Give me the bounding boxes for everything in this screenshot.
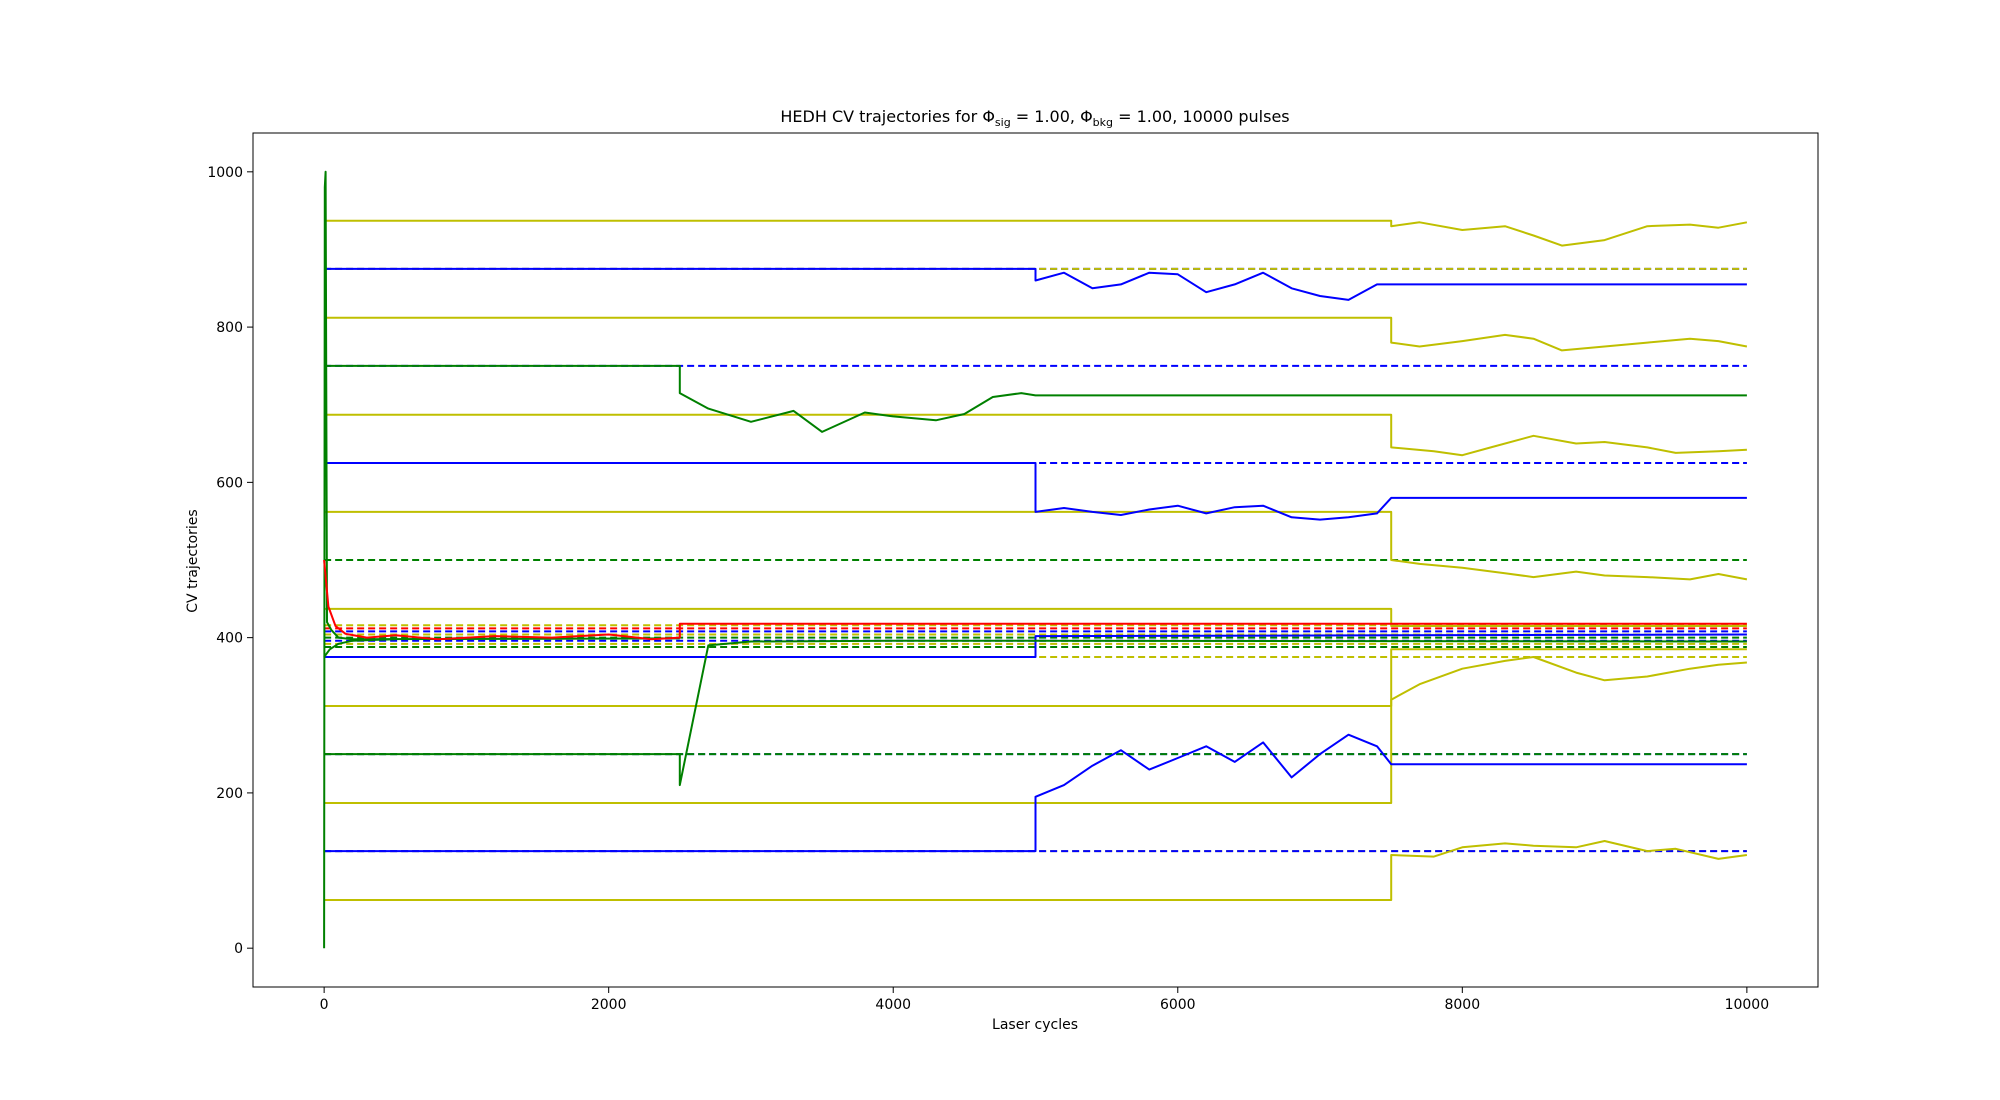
series-line-14 [323,170,680,949]
series-line-1 [324,316,1748,352]
series-line-4 [324,607,1747,627]
y-axis-ticks: 0 200 400 600 800 1000 [207,165,253,957]
series-line-9 [324,462,1747,521]
x-tick-label: 10000 [1725,997,1770,1013]
x-tick-label: 6000 [1160,997,1196,1013]
series-line-11 [324,633,1747,658]
x-tick-label: 8000 [1444,997,1480,1013]
y-tick-label: 0 [234,941,243,957]
x-tick-label: 4000 [875,997,911,1013]
series-line-8 [324,267,1747,301]
y-tick-label: 800 [216,320,243,336]
y-axis-label: CV trajectories [185,509,201,612]
series-line-5 [324,656,1747,707]
x-axis-ticks: 0 2000 4000 6000 8000 10000 [320,987,1769,1013]
plot-frame [252,132,1819,988]
series-line-7 [324,840,1748,901]
series-line-3 [324,510,1748,581]
x-tick-label: 2000 [591,997,627,1013]
series-line-6 [324,648,1747,804]
series-line-13 [324,639,1747,787]
series-line-2 [324,413,1747,457]
series-line-0 [324,219,1748,247]
chart-title: HEDH CV trajectories for Φsig = 1.00, Φb… [780,107,1289,129]
y-tick-label: 200 [216,786,243,802]
y-tick-label: 600 [216,475,243,491]
y-tick-label: 1000 [207,165,243,181]
series-line-16 [323,559,1747,641]
series-lines [323,170,1748,949]
x-axis-label: Laser cycles [992,1017,1078,1033]
x-tick-label: 0 [320,997,329,1013]
series-line-15 [323,638,396,658]
series-line-12 [324,364,1747,433]
series-line-10 [324,733,1747,853]
y-tick-label: 400 [216,631,243,647]
